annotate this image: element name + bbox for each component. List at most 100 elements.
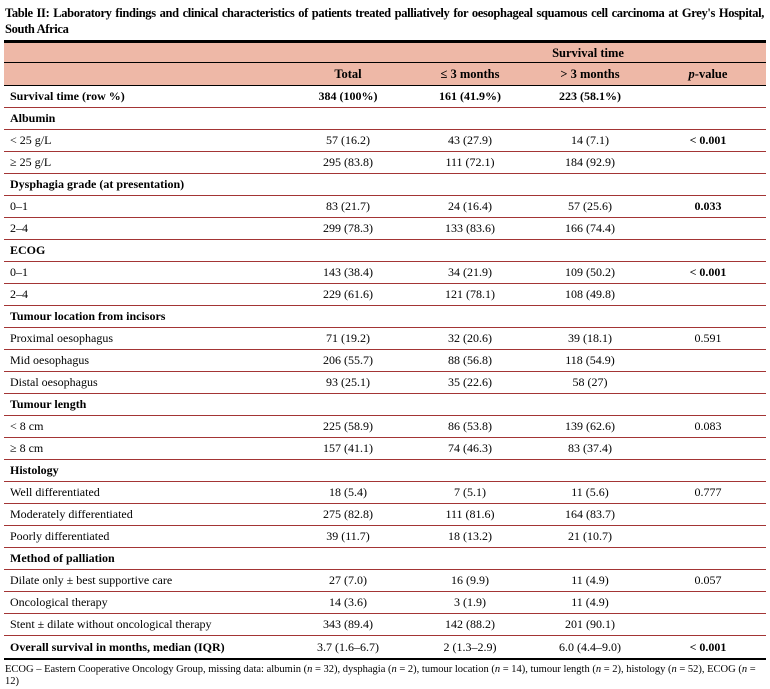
section-row: ECOG	[4, 240, 766, 262]
column-header-gt3-months: > 3 months	[560, 67, 620, 81]
cell-gt3-months: 11 (5.6)	[571, 485, 609, 499]
cell-le3-months: 86 (53.8)	[448, 419, 492, 433]
cell-total: 3.7 (1.6–6.7)	[317, 639, 379, 654]
cell-gt3-months: 223 (58.1%)	[559, 89, 621, 103]
cell-le3-months: 32 (20.6)	[448, 331, 492, 345]
cell-p-value: 0.591	[694, 331, 722, 345]
cell-gt3-months: 83 (37.4)	[568, 441, 612, 455]
cell-total: 71 (19.2)	[326, 331, 370, 345]
table-title: Table II: Laboratory findings and clinic…	[5, 6, 764, 36]
footnote-italic-n: n	[595, 664, 602, 675]
table-row: Moderately differentiated 275 (82.8) 111 (…	[4, 504, 766, 526]
cell-gt3-months: 39 (18.1)	[568, 331, 612, 345]
cell-total: 83 (21.7)	[326, 199, 370, 213]
cell-total: 206 (55.7)	[323, 353, 373, 367]
cell-p-value: < 0.001	[689, 133, 727, 147]
column-header-characteristic	[4, 63, 286, 85]
table-row: 2–4 229 (61.6) 121 (78.1) 108 (49.8)	[4, 284, 766, 306]
cell-le3-months: 43 (27.9)	[448, 133, 492, 147]
p-value-italic-p: p	[688, 67, 695, 81]
cell-gt3-months: 139 (62.6)	[565, 419, 615, 433]
cell-le3-months: 2 (1.3–2.9)	[443, 639, 497, 654]
cell-gt3-months: 108 (49.8)	[565, 287, 615, 301]
row-label: Oncological therapy	[10, 595, 108, 609]
column-header-total: Total	[334, 67, 362, 81]
footnote-text: = 2), histology (	[601, 664, 672, 675]
footnote-italic-n: n	[494, 664, 501, 675]
cell-total: 343 (89.4)	[323, 617, 373, 631]
footnote-text: = 2), tumour location (	[396, 664, 495, 675]
cell-le3-months: 142 (88.2)	[445, 617, 495, 631]
table-row: Poorly differentiated 39 (11.7) 18 (13.2) 2…	[4, 526, 766, 548]
table-row: Oncological therapy 14 (3.6) 3 (1.9) 11 (4.…	[4, 592, 766, 614]
section-label: Method of palliation	[10, 551, 115, 565]
row-label: < 8 cm	[10, 419, 44, 433]
section-label: Albumin	[10, 111, 56, 125]
table-row: ≥ 25 g/L 295 (83.8) 111 (72.1) 184 (92.9)	[4, 152, 766, 174]
row-label: Dilate only ± best supportive care	[10, 573, 173, 587]
cell-p-value: 0.777	[694, 485, 722, 499]
cell-gt3-months: 11 (4.9)	[571, 595, 609, 609]
table-body: Survival time (row %) 384 (100%) 161 (41.9…	[4, 86, 766, 658]
table-row: Dilate only ± best supportive care 27 (7.…	[4, 570, 766, 592]
cell-total: 39 (11.7)	[326, 529, 370, 543]
row-label: Well differentiated	[10, 485, 100, 499]
section-label: Dysphagia grade (at presentation)	[10, 177, 185, 191]
section-label: Tumour location from incisors	[10, 309, 166, 323]
cell-total: 27 (7.0)	[329, 573, 367, 587]
footnote-italic-n: n	[671, 664, 677, 675]
cell-le3-months: 161 (41.9%)	[439, 89, 501, 103]
row-label: 2–4	[10, 221, 28, 235]
cell-le3-months: 35 (22.6)	[448, 375, 492, 389]
cell-total: 93 (25.1)	[326, 375, 370, 389]
row-label: Stent ± dilate without oncological thera…	[10, 617, 212, 631]
survival-time-group-label: Survival time	[552, 46, 624, 60]
table-row: 0–1 143 (38.4) 34 (21.9) 109 (50.2) < 0.001	[4, 262, 766, 284]
cell-gt3-months: 58 (27)	[572, 375, 608, 389]
table-row: 0–1 83 (21.7) 24 (16.4) 57 (25.6) 0.033	[4, 196, 766, 218]
row-label: 2–4	[10, 287, 28, 301]
table-row: 2–4 299 (78.3) 133 (83.6) 166 (74.4)	[4, 218, 766, 240]
cell-total: 18 (5.4)	[329, 485, 367, 499]
cell-total: 143 (38.4)	[323, 265, 373, 279]
section-label: ECOG	[10, 243, 46, 257]
cell-total: 299 (78.3)	[323, 221, 373, 235]
cell-gt3-months: 201 (90.1)	[565, 617, 615, 631]
footnote-text: = 12)	[5, 664, 756, 687]
cell-le3-months: 3 (1.9)	[454, 595, 486, 609]
table-row: ≥ 8 cm 157 (41.1) 74 (46.3) 83 (37.4)	[4, 438, 766, 460]
footnote-italic-n: n	[741, 664, 748, 675]
section-row: Dysphagia grade (at presentation)	[4, 174, 766, 196]
cell-gt3-months: 21 (10.7)	[568, 529, 612, 543]
cell-gt3-months: 166 (74.4)	[565, 221, 615, 235]
cell-total: 225 (58.9)	[323, 419, 373, 433]
section-label: Tumour length	[10, 397, 87, 411]
table-row: Stent ± dilate without oncological thera…	[4, 614, 766, 636]
row-label: Proximal oesophagus	[10, 331, 113, 345]
cell-gt3-months: 11 (4.9)	[571, 573, 609, 587]
cell-p-value: < 0.001	[689, 639, 727, 654]
footnote-text: = 32), dysphagia (	[312, 664, 392, 675]
cell-p-value: < 0.001	[689, 265, 727, 279]
section-row: Tumour length	[4, 394, 766, 416]
data-table: Survival time Total ≤ 3 months > 3 month…	[4, 40, 766, 660]
section-row: Histology	[4, 460, 766, 482]
footnote-italic-n: n	[391, 664, 397, 675]
table-row: < 8 cm 225 (58.9) 86 (53.8) 139 (62.6) 0.083	[4, 416, 766, 438]
table-row: Survival time (row %) 384 (100%) 161 (41.9…	[4, 86, 766, 108]
cell-p-value: 0.033	[694, 199, 722, 213]
cell-le3-months: 88 (56.8)	[448, 353, 492, 367]
row-label: 0–1	[10, 199, 28, 213]
cell-total: 14 (3.6)	[329, 595, 367, 609]
cell-gt3-months: 6.0 (4.4–9.0)	[559, 639, 621, 654]
table-row: Distal oesophagus 93 (25.1) 35 (22.6) 58 (2…	[4, 372, 766, 394]
cell-total: 295 (83.8)	[323, 155, 373, 169]
column-header-le3-months: ≤ 3 months	[440, 67, 500, 81]
table-row: < 25 g/L 57 (16.2) 43 (27.9) 14 (7.1) < 0.00…	[4, 130, 766, 152]
section-row: Albumin	[4, 108, 766, 130]
cell-gt3-months: 184 (92.9)	[565, 155, 615, 169]
footnote-text: = 14), tumour length (	[500, 664, 596, 675]
cell-gt3-months: 14 (7.1)	[571, 133, 609, 147]
footnote-text: = 52), ECOG (	[676, 664, 742, 675]
